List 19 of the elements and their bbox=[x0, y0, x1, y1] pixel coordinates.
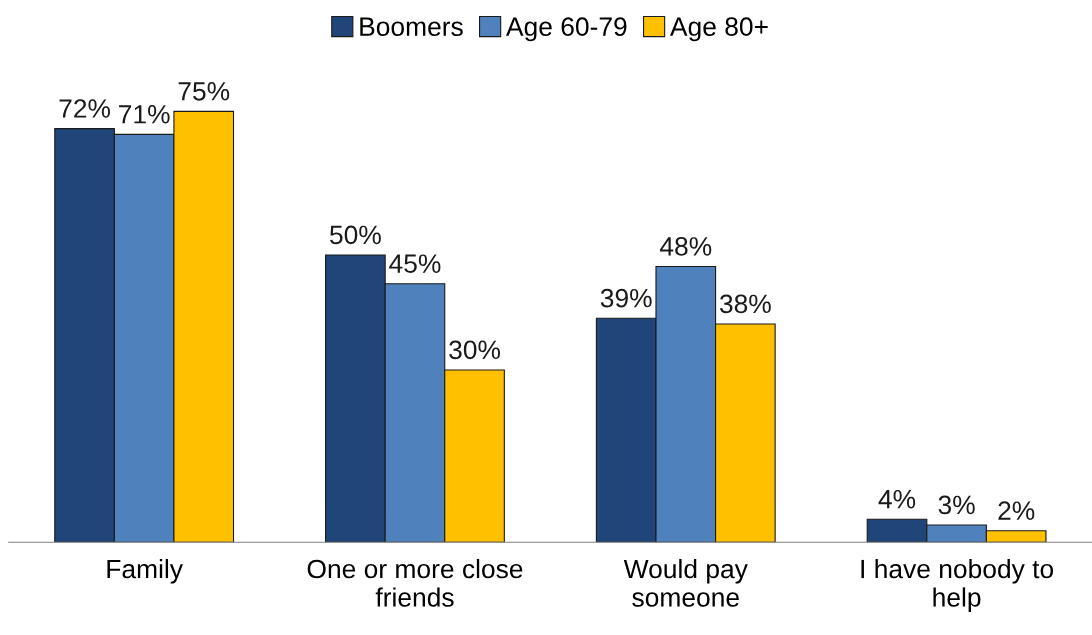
data-label: 72% bbox=[59, 99, 111, 118]
data-label: 3% bbox=[938, 495, 975, 515]
data-label: 45% bbox=[389, 254, 441, 273]
data-label: 38% bbox=[719, 294, 771, 314]
legend-label: Age 80+ bbox=[669, 17, 768, 42]
x-tick-label: I have nobody to help bbox=[861, 558, 1054, 612]
legend-label: Boomers bbox=[360, 17, 463, 36]
x-tick-label: Would pay someone bbox=[623, 558, 748, 607]
data-label: 71% bbox=[119, 105, 170, 124]
data-label: 2% bbox=[998, 501, 1035, 520]
data-label: 75% bbox=[178, 82, 230, 101]
data-label: 4% bbox=[878, 489, 916, 509]
x-tick-label: Family bbox=[107, 558, 183, 584]
data-label: 50% bbox=[330, 225, 381, 245]
data-label: 30% bbox=[449, 340, 501, 360]
x-tick-label: One or more close friends bbox=[307, 558, 523, 607]
data-label: 39% bbox=[600, 288, 652, 308]
data-label: 48% bbox=[659, 237, 712, 256]
legend-label: Age 60-79 bbox=[506, 17, 627, 42]
